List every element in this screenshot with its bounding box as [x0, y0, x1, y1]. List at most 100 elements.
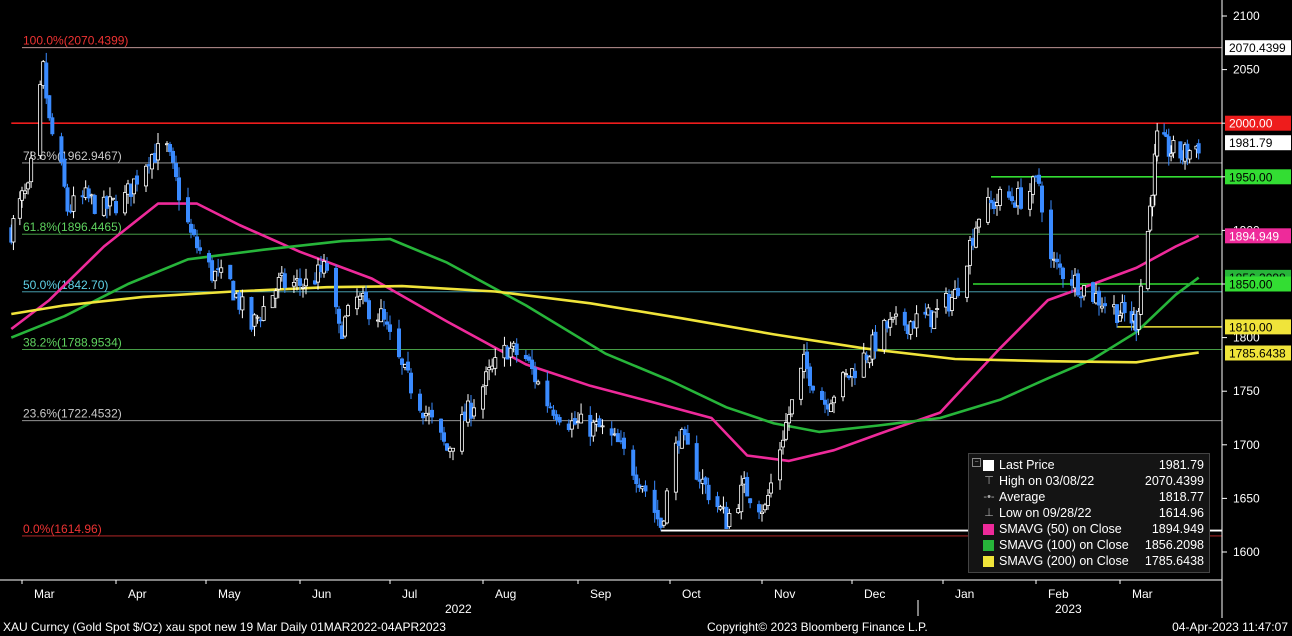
candle-body — [381, 308, 386, 320]
candle-body — [591, 421, 596, 437]
candle-body — [790, 399, 795, 415]
fib-level-label: 0.0%(1614.96) — [23, 522, 102, 536]
legend-collapse-icon[interactable]: − — [972, 458, 981, 467]
candle-body — [956, 287, 961, 296]
axis-value-tags: 2070.4399 2000.00 1981.79 1950.00 1894.949 18… — [1225, 40, 1291, 361]
candle-body — [336, 308, 341, 324]
candle-body — [173, 162, 178, 178]
legend-item-sma200: SMAVG (200) on Close 1785.6438 — [969, 553, 1209, 569]
candle-body — [315, 264, 320, 283]
candle-body — [62, 158, 67, 187]
candle-body — [92, 195, 97, 214]
chart-footer: XAU Curncy (Gold Spot $/Oz) xau spot new… — [0, 618, 1292, 636]
candle-body — [197, 247, 202, 251]
candle-body — [784, 422, 789, 440]
candle-body — [471, 407, 476, 417]
fib-level-label: 61.8%(1896.4465) — [23, 220, 122, 234]
candle-body — [1152, 153, 1157, 196]
legend-value: 1614.96 — [1158, 506, 1204, 520]
candle-body — [219, 267, 224, 273]
candle-body — [823, 399, 828, 405]
candle-body — [459, 414, 464, 452]
candle-body — [634, 474, 639, 485]
candle-body — [1122, 302, 1127, 314]
candle-body — [210, 260, 215, 281]
candle-body — [787, 414, 792, 424]
candle-body — [1162, 132, 1167, 135]
y-tick-label: 1650 — [1233, 491, 1260, 505]
candle-body — [1115, 304, 1120, 323]
axis-tag: 2070.4399 — [1225, 40, 1291, 56]
candle-body — [548, 406, 553, 409]
candle-body — [655, 509, 660, 520]
legend-item-sma50: SMAVG (50) on Close 1894.949 — [969, 521, 1209, 537]
candle-body — [1164, 134, 1169, 138]
candle-body — [861, 352, 866, 378]
candle-body — [484, 371, 489, 387]
year-label-2023: 2023 — [1055, 602, 1082, 616]
candle-body — [185, 197, 190, 223]
candle-body — [231, 280, 236, 301]
candle-body — [579, 413, 584, 424]
candle-body — [167, 144, 172, 153]
candle-body — [429, 409, 434, 418]
candle-body — [252, 314, 257, 327]
candle-body — [968, 239, 973, 266]
legend-item-sma100: SMAVG (100) on Close 1856.2098 — [969, 537, 1209, 553]
candle-body — [59, 136, 64, 163]
x-tick-label: Mar — [34, 587, 55, 601]
legend-value: 1856.2098 — [1144, 538, 1204, 552]
candle-body — [745, 476, 750, 497]
legend-label: Last Price — [999, 458, 1055, 472]
candle-body — [384, 321, 389, 325]
candle-body — [1150, 194, 1155, 208]
candle-body — [536, 381, 541, 385]
candle-body — [706, 484, 711, 501]
candle-body — [345, 305, 350, 317]
candle-body — [873, 331, 878, 352]
footer-timestamp: 04-Apr-2023 11:47:07 — [1172, 620, 1288, 634]
candle-body — [715, 496, 720, 508]
moving-average-line — [10, 202, 1200, 463]
axis-tag-label: 1850.00 — [1229, 278, 1273, 292]
chart-legend[interactable]: − Last Price 1981.79 ⊤ High on 03/08/22 … — [968, 453, 1210, 573]
candle-body — [71, 195, 76, 212]
candle-body — [1187, 150, 1192, 160]
candle-body — [270, 295, 275, 309]
candle-body — [974, 227, 979, 248]
sma50-swatch-icon — [983, 524, 994, 535]
candle-body — [902, 311, 907, 326]
candle-body — [396, 328, 401, 358]
candle-body — [194, 236, 199, 249]
candle-body — [1155, 130, 1160, 157]
candle-body — [977, 218, 982, 228]
candle-body — [23, 190, 28, 195]
fib-level-label: 78.6%(1962.9467) — [23, 149, 122, 163]
legend-value: 1894.949 — [1151, 522, 1204, 536]
legend-label: High on 03/08/22 — [999, 474, 1095, 488]
axis-tag: 1785.6438 — [1225, 345, 1291, 361]
candle-body — [47, 95, 52, 119]
candle-body — [514, 343, 519, 356]
candle-body — [191, 229, 196, 236]
candle-body — [1037, 174, 1042, 184]
candle-body — [1103, 303, 1108, 307]
axis-tag-label: 1894.949 — [1229, 229, 1279, 243]
candle-body — [545, 380, 550, 407]
y-tick-label: 1750 — [1233, 384, 1260, 398]
axis-tag-label: 1981.79 — [1229, 136, 1273, 150]
candle-body — [324, 263, 329, 271]
candle-body — [29, 157, 34, 183]
candle-body — [852, 370, 857, 379]
candle-body — [508, 347, 513, 358]
candle-body — [1028, 190, 1033, 210]
legend-item-high: ⊤ High on 03/08/22 2070.4399 — [969, 473, 1209, 489]
candle-body — [766, 495, 771, 506]
candle-body — [480, 386, 485, 410]
candle-body — [11, 218, 16, 243]
axis-tag-background — [1225, 135, 1291, 151]
candle-body — [986, 196, 991, 223]
candle-body — [291, 282, 296, 287]
candle-body — [1010, 196, 1015, 202]
